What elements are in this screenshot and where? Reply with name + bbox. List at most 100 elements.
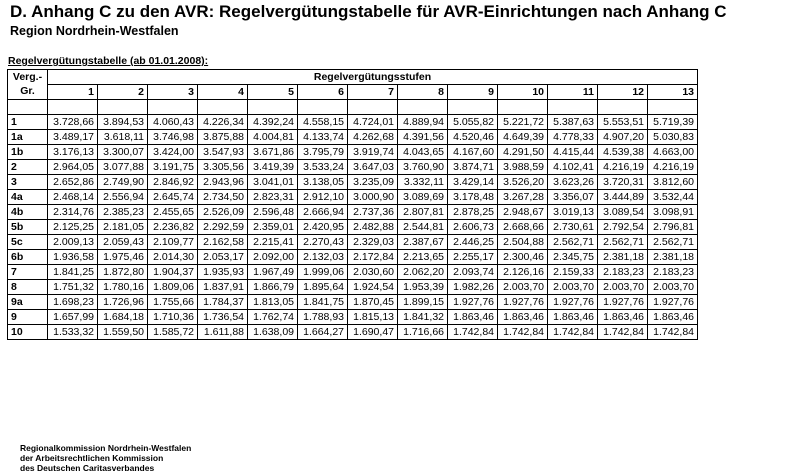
salary-cell: 2.878,25 bbox=[447, 204, 498, 220]
salary-cell: 2.292,59 bbox=[197, 219, 248, 235]
salary-cell: 1.780,16 bbox=[97, 279, 148, 295]
spacer-cell bbox=[597, 99, 648, 115]
salary-cell: 3.077,88 bbox=[97, 159, 148, 175]
salary-cell: 2.215,41 bbox=[247, 234, 298, 250]
salary-cell: 1.870,45 bbox=[347, 294, 398, 310]
salary-cell: 1.585,72 bbox=[147, 324, 198, 340]
salary-cell: 2.213,65 bbox=[397, 249, 448, 265]
salary-cell: 5.553,51 bbox=[597, 114, 648, 130]
salary-cell: 2.482,88 bbox=[347, 219, 398, 235]
salary-cell: 1.904,37 bbox=[147, 264, 198, 280]
table-row: 5c 2.009,13 2.059,43 2.109,77 2.162,58 2.215,… bbox=[7, 234, 698, 250]
salary-cell: 4.778,33 bbox=[547, 129, 598, 145]
table-caption: Regelvergütungstabelle (ab 01.01.2008): bbox=[8, 55, 209, 67]
salary-cell: 3.089,54 bbox=[597, 204, 648, 220]
salary-cell: 3.267,28 bbox=[497, 189, 548, 205]
salary-cell: 1.841,25 bbox=[47, 264, 98, 280]
salary-cell: 3.988,59 bbox=[497, 159, 548, 175]
salary-cell: 1.872,80 bbox=[97, 264, 148, 280]
salary-cell: 2.159,33 bbox=[547, 264, 598, 280]
salary-cell: 2.092,00 bbox=[247, 249, 298, 265]
grade-cell: 9a bbox=[7, 294, 48, 310]
spacer-row bbox=[7, 99, 698, 115]
salary-cell: 1.866,79 bbox=[247, 279, 298, 295]
step-header: 5 bbox=[247, 84, 298, 100]
salary-cell: 2.003,70 bbox=[647, 279, 698, 295]
salary-cell: 2.749,90 bbox=[97, 174, 148, 190]
steps-group-header: Regelvergütungsstufen bbox=[47, 69, 698, 85]
salary-cell: 2.300,46 bbox=[497, 249, 548, 265]
spacer-cell bbox=[197, 99, 248, 115]
step-header: 4 bbox=[197, 84, 248, 100]
salary-cell: 2.387,67 bbox=[397, 234, 448, 250]
region-subtitle: Region Nordrhein-Westfalen bbox=[10, 24, 179, 38]
spacer-cell bbox=[347, 99, 398, 115]
step-header: 7 bbox=[347, 84, 398, 100]
footer-line: des Deutschen Caritasverbandes bbox=[20, 463, 155, 473]
salary-cell: 3.235,09 bbox=[347, 174, 398, 190]
salary-cell: 2.792,54 bbox=[597, 219, 648, 235]
salary-cell: 1.742,84 bbox=[497, 324, 548, 340]
salary-cell: 4.167,60 bbox=[447, 144, 498, 160]
salary-cell: 2.132,03 bbox=[297, 249, 348, 265]
salary-cell: 1.841,32 bbox=[397, 309, 448, 325]
salary-cell: 2.912,10 bbox=[297, 189, 348, 205]
salary-cell: 3.526,20 bbox=[497, 174, 548, 190]
spacer-cell bbox=[147, 99, 198, 115]
salary-cell: 2.562,71 bbox=[647, 234, 698, 250]
salary-cell: 2.359,01 bbox=[247, 219, 298, 235]
salary-cell: 3.795,79 bbox=[297, 144, 348, 160]
salary-cell: 2.181,05 bbox=[97, 219, 148, 235]
table-row: 4b 2.314,76 2.385,23 2.455,65 2.526,09 2.596,… bbox=[7, 204, 698, 220]
table-row: 1b 3.176,13 3.300,07 3.424,00 3.547,93 3.671,… bbox=[7, 144, 698, 160]
salary-cell: 1.742,84 bbox=[547, 324, 598, 340]
table-row: 2 2.964,05 3.077,88 3.191,75 3.305,56 3.419,3… bbox=[7, 159, 698, 175]
step-header: 9 bbox=[447, 84, 498, 100]
salary-cell: 1.684,18 bbox=[97, 309, 148, 325]
footer-line: Regionalkommission Nordrhein-Westfalen bbox=[20, 443, 192, 453]
grade-header-line1: Verg.- bbox=[12, 71, 43, 83]
salary-cell: 1.935,93 bbox=[197, 264, 248, 280]
grade-cell: 1b bbox=[7, 144, 48, 160]
salary-cell: 2.162,58 bbox=[197, 234, 248, 250]
salary-cell: 3.332,11 bbox=[397, 174, 448, 190]
salary-cell: 2.093,74 bbox=[447, 264, 498, 280]
salary-cell: 1.657,99 bbox=[47, 309, 98, 325]
salary-cell: 1.664,27 bbox=[297, 324, 348, 340]
salary-cell: 1.927,76 bbox=[597, 294, 648, 310]
salary-cell: 2.314,76 bbox=[47, 204, 98, 220]
salary-cell: 2.645,74 bbox=[147, 189, 198, 205]
step-header: 8 bbox=[397, 84, 448, 100]
salary-cell: 2.606,73 bbox=[447, 219, 498, 235]
salary-cell: 2.544,81 bbox=[397, 219, 448, 235]
salary-cell: 3.728,66 bbox=[47, 114, 98, 130]
salary-cell: 3.623,26 bbox=[547, 174, 598, 190]
salary-cell: 2.666,94 bbox=[297, 204, 348, 220]
salary-cell: 1.742,84 bbox=[447, 324, 498, 340]
salary-cell: 3.547,93 bbox=[197, 144, 248, 160]
salary-cell: 1.863,46 bbox=[497, 309, 548, 325]
salary-cell: 2.125,25 bbox=[47, 219, 98, 235]
salary-cell: 2.562,71 bbox=[597, 234, 648, 250]
table-row: 3 2.652,86 2.749,90 2.846,92 2.943,96 3.041,0… bbox=[7, 174, 698, 190]
salary-cell: 2.053,17 bbox=[197, 249, 248, 265]
salary-cell: 3.176,13 bbox=[47, 144, 98, 160]
salary-cell: 4.102,41 bbox=[547, 159, 598, 175]
grade-cell: 3 bbox=[7, 174, 48, 190]
salary-cell: 1.736,54 bbox=[197, 309, 248, 325]
step-header: 3 bbox=[147, 84, 198, 100]
salary-cell: 4.043,65 bbox=[397, 144, 448, 160]
spacer-cell bbox=[47, 99, 98, 115]
salary-cell: 2.030,60 bbox=[347, 264, 398, 280]
salary-cell: 3.874,71 bbox=[447, 159, 498, 175]
salary-cell: 4.520,46 bbox=[447, 129, 498, 145]
spacer-cell bbox=[7, 99, 48, 115]
salary-cell: 1.751,32 bbox=[47, 279, 98, 295]
salary-cell: 3.419,39 bbox=[247, 159, 298, 175]
salary-cell: 2.823,31 bbox=[247, 189, 298, 205]
salary-cell: 1.863,46 bbox=[647, 309, 698, 325]
salary-cell: 1.863,46 bbox=[447, 309, 498, 325]
salary-cell: 2.183,23 bbox=[647, 264, 698, 280]
salary-cell: 4.558,15 bbox=[297, 114, 348, 130]
